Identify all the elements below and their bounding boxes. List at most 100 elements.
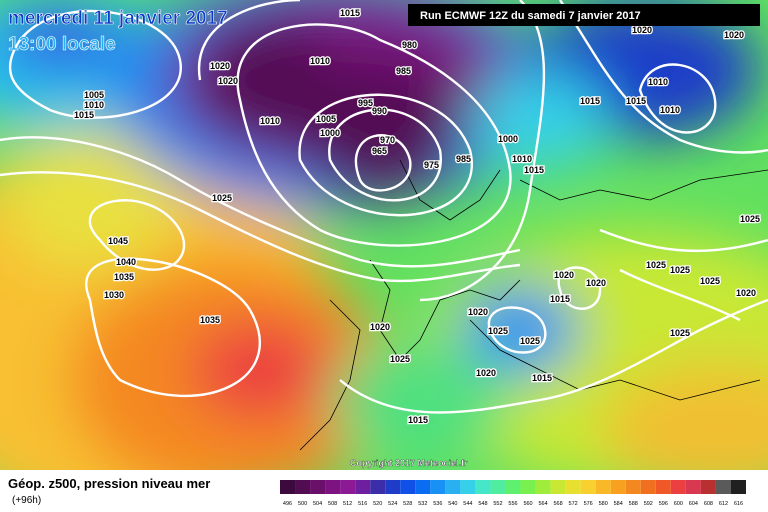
scale-swatch [385, 480, 401, 494]
isobar-label: 1035 [200, 315, 220, 325]
isobar-label: 1010 [660, 105, 680, 115]
footer-lead: (+96h) [12, 495, 41, 506]
run-info: Run ECMWF 12Z du samedi 7 janvier 2017 [420, 10, 641, 22]
isobar-label: 1015 [408, 415, 428, 425]
scale-swatch [565, 480, 581, 494]
isobar [236, 23, 512, 247]
scale-label: 532 [418, 501, 427, 507]
coastline [399, 159, 501, 221]
isobar-label: 1025 [740, 214, 760, 224]
isobar [88, 199, 186, 271]
isobar [354, 134, 412, 192]
isobar-label: 1010 [260, 116, 280, 126]
scale-label: 564 [538, 501, 547, 507]
isobar [0, 171, 521, 283]
scale-swatch [490, 480, 506, 494]
isobar [197, 0, 546, 302]
isobar-label: 1015 [532, 373, 552, 383]
coastline [519, 169, 768, 201]
scale-label: 552 [493, 501, 502, 507]
scale-swatch [415, 480, 431, 494]
scale-swatch [280, 480, 296, 494]
isobar-label: 995 [358, 98, 373, 108]
isobar-label: 1015 [74, 110, 94, 120]
scale-swatch [685, 480, 701, 494]
isobar-label: 1015 [626, 96, 646, 106]
scale-swatch [610, 480, 626, 494]
isobar-label: 1040 [116, 257, 136, 267]
isobar-label: 1020 [554, 270, 574, 280]
scale-label: 588 [629, 501, 638, 507]
scale-label: 528 [403, 501, 412, 507]
scale-swatch [430, 480, 446, 494]
scale-swatch [505, 480, 521, 494]
isobar-label: 965 [372, 146, 387, 156]
scale-swatch [475, 480, 491, 494]
isobar-label: 1005 [84, 90, 104, 100]
scale-label: 540 [448, 501, 457, 507]
isobar-label: 1020 [476, 368, 496, 378]
isobar-label: 1015 [550, 294, 570, 304]
isobar-label: 1030 [104, 290, 124, 300]
isobar-label: 1005 [316, 114, 336, 124]
scale-label: 508 [328, 501, 337, 507]
scale-label: 616 [734, 501, 743, 507]
isobar-label: 1020 [586, 278, 606, 288]
isobar-label: 1025 [670, 328, 690, 338]
isobar-label: 1025 [700, 276, 720, 286]
isobar-label: 1020 [632, 25, 652, 35]
scale-label: 608 [704, 501, 713, 507]
scale-label: 536 [433, 501, 442, 507]
isobars [0, 0, 768, 414]
colorbar: 496 500 504 508 512 516 520 524 528 532 536 540 544 5… [280, 480, 746, 507]
coastline [299, 299, 361, 451]
scale-swatch [655, 480, 671, 494]
isobar-label: 1020 [218, 76, 238, 86]
isobar [85, 257, 261, 398]
scale-swatch [700, 480, 716, 494]
isobar [0, 136, 521, 268]
isobar-label: 985 [396, 66, 411, 76]
scale-label: 512 [343, 501, 352, 507]
isobar-label: 1020 [210, 61, 230, 71]
isobar-label: 970 [380, 135, 395, 145]
isobar-label: 1020 [468, 307, 488, 317]
isobar [559, 0, 768, 154]
copyright: Copyright 2017 Meteociel.fr [350, 458, 468, 468]
scale-swatch [550, 480, 566, 494]
scale-label: 560 [523, 501, 532, 507]
isobar [8, 9, 182, 119]
isobar-label: 1015 [524, 165, 544, 175]
isobar-label: 1025 [646, 260, 666, 270]
isobar [487, 306, 547, 354]
scale-swatch [310, 480, 326, 494]
scale-label: 580 [599, 501, 608, 507]
scale-label: 500 [298, 501, 307, 507]
isobar [638, 63, 717, 134]
isobar-label: 985 [456, 154, 471, 164]
scale-label: 496 [283, 501, 292, 507]
isobar [599, 228, 768, 322]
scale-swatch [400, 480, 416, 494]
isobar-label: 1010 [648, 77, 668, 87]
isobar-label: 1025 [390, 354, 410, 364]
isobar-label: 1025 [488, 326, 508, 336]
isobar [298, 93, 474, 217]
date: mercredi 11 janvier 2017 [8, 8, 228, 29]
scale-label: 592 [644, 501, 653, 507]
scale-label: 524 [388, 501, 397, 507]
isobar-label: 1015 [580, 96, 600, 106]
scale-swatch [355, 480, 371, 494]
isobar-label: 1045 [108, 236, 128, 246]
footer-title: Géop. z500, pression niveau mer [8, 476, 210, 491]
scale-label: 544 [463, 501, 472, 507]
isobar-label: 1010 [84, 100, 104, 110]
scale-swatch [535, 480, 551, 494]
scale-swatch [595, 480, 611, 494]
scale-swatch [295, 480, 311, 494]
scale-swatch [730, 480, 746, 494]
scale-swatch [445, 480, 461, 494]
